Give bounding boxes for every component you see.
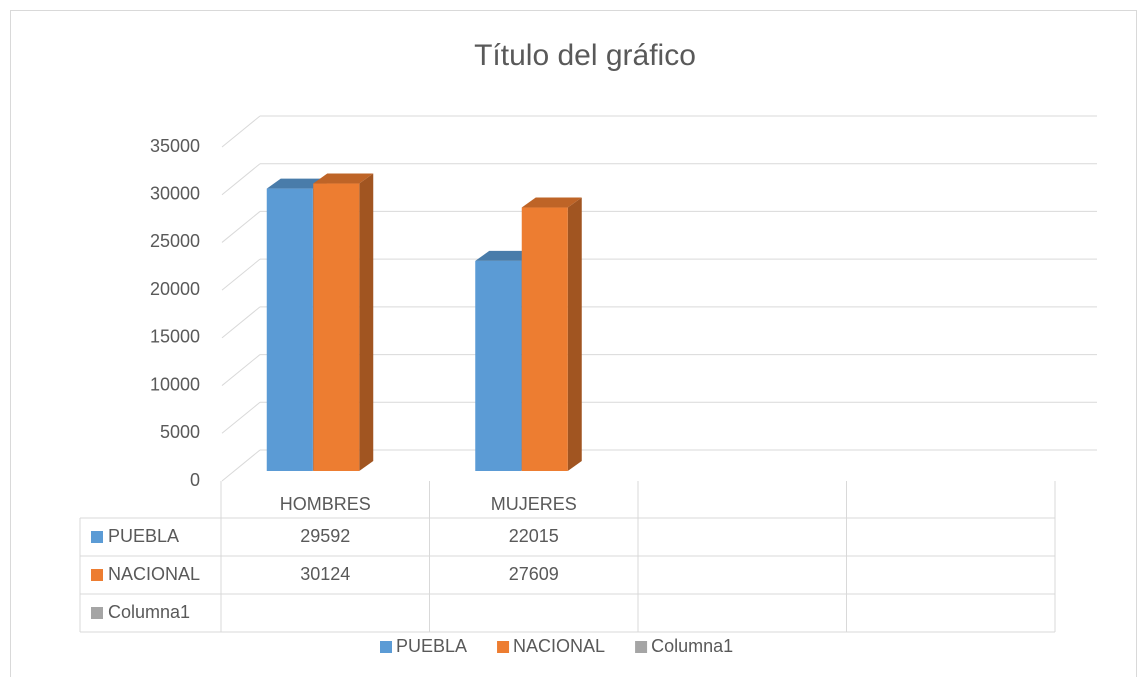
y-tick-label: 30000: [150, 183, 200, 203]
grid-line-side: [221, 306, 261, 339]
grid-line-side: [221, 354, 261, 386]
bar-front: [475, 260, 522, 471]
chart-title: Título del gráfico: [474, 39, 696, 72]
y-tick-label: 25000: [150, 231, 200, 251]
table-value: 29592: [300, 526, 350, 546]
y-tick-label: 20000: [150, 279, 200, 299]
grid-line-side: [221, 211, 261, 243]
bar: [521, 197, 582, 471]
table-row-label: Columna1: [108, 602, 190, 622]
legend-key: [635, 641, 648, 653]
legend-key: [380, 641, 392, 653]
bar-top: [266, 178, 327, 189]
grid-line-side: [221, 258, 261, 291]
bar-front: [313, 183, 360, 471]
y-tick-label: 15000: [150, 327, 200, 347]
x-tick-label: HOMBRES: [280, 494, 371, 514]
table-value: 27609: [509, 564, 559, 584]
y-tick-label: 10000: [150, 374, 200, 394]
legend-key: [497, 641, 510, 653]
table-row-label: PUEBLA: [108, 526, 179, 546]
bar-side: [359, 173, 374, 471]
table-value: 22015: [509, 526, 559, 546]
x-tick-label: MUJERES: [491, 494, 577, 514]
bar-top: [521, 197, 582, 208]
legend-label: Columna1: [651, 636, 733, 656]
table-row-label: NACIONAL: [108, 564, 200, 584]
y-tick-label: 0: [190, 470, 200, 490]
bar-front: [521, 207, 568, 471]
grid-line-side: [221, 115, 261, 148]
table-legend-key: [91, 607, 103, 619]
grid-line-side: [221, 449, 261, 482]
bar-top: [475, 250, 536, 261]
legend-label: NACIONAL: [513, 636, 605, 656]
table-legend-key: [91, 569, 103, 581]
y-tick-label: 35000: [150, 136, 200, 156]
legend-label: PUEBLA: [396, 636, 467, 656]
bar: [313, 173, 374, 471]
bar-front: [266, 188, 313, 471]
bar-top: [313, 173, 374, 184]
y-tick-label: 5000: [160, 422, 200, 442]
grid-line-side: [221, 401, 261, 434]
table-value: 30124: [300, 564, 350, 584]
grid-line-side: [221, 163, 261, 196]
bar-side: [567, 197, 582, 471]
table-legend-key: [91, 531, 103, 543]
